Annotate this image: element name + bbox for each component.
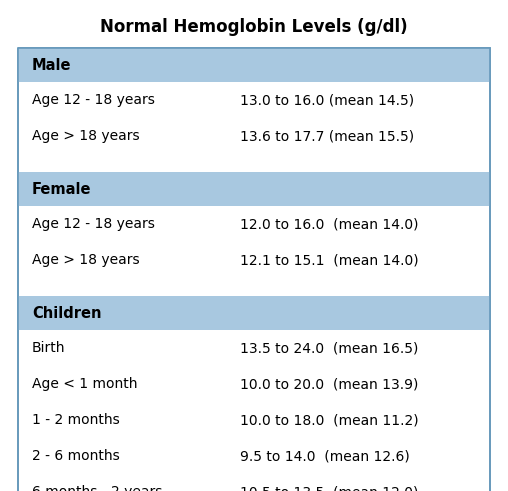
Text: 12.0 to 16.0  (mean 14.0): 12.0 to 16.0 (mean 14.0) — [240, 217, 419, 231]
Text: 12.1 to 15.1  (mean 14.0): 12.1 to 15.1 (mean 14.0) — [240, 253, 419, 267]
Text: 10.0 to 18.0  (mean 11.2): 10.0 to 18.0 (mean 11.2) — [240, 413, 419, 427]
Text: 9.5 to 14.0  (mean 12.6): 9.5 to 14.0 (mean 12.6) — [240, 449, 410, 463]
Text: Age > 18 years: Age > 18 years — [32, 129, 140, 143]
Text: 2 - 6 months: 2 - 6 months — [32, 449, 120, 463]
Text: Male: Male — [32, 57, 72, 73]
Text: Age 12 - 18 years: Age 12 - 18 years — [32, 217, 155, 231]
Text: Normal Hemoglobin Levels (g/dl): Normal Hemoglobin Levels (g/dl) — [100, 18, 408, 36]
Text: Age > 18 years: Age > 18 years — [32, 253, 140, 267]
Text: 13.0 to 16.0 (mean 14.5): 13.0 to 16.0 (mean 14.5) — [240, 93, 414, 107]
Text: 10.0 to 20.0  (mean 13.9): 10.0 to 20.0 (mean 13.9) — [240, 377, 419, 391]
Text: 13.6 to 17.7 (mean 15.5): 13.6 to 17.7 (mean 15.5) — [240, 129, 414, 143]
Bar — [18, 48, 490, 82]
Bar — [18, 172, 490, 206]
Text: 6 months - 2 years: 6 months - 2 years — [32, 485, 163, 491]
Bar — [18, 296, 490, 330]
Text: Children: Children — [32, 305, 102, 321]
Text: Age 12 - 18 years: Age 12 - 18 years — [32, 93, 155, 107]
Text: Birth: Birth — [32, 341, 66, 355]
Text: Age < 1 month: Age < 1 month — [32, 377, 138, 391]
Text: 10.5 to 13.5  (mean 12.0): 10.5 to 13.5 (mean 12.0) — [240, 485, 419, 491]
Text: 1 - 2 months: 1 - 2 months — [32, 413, 120, 427]
Text: Female: Female — [32, 182, 91, 196]
Text: 13.5 to 24.0  (mean 16.5): 13.5 to 24.0 (mean 16.5) — [240, 341, 419, 355]
